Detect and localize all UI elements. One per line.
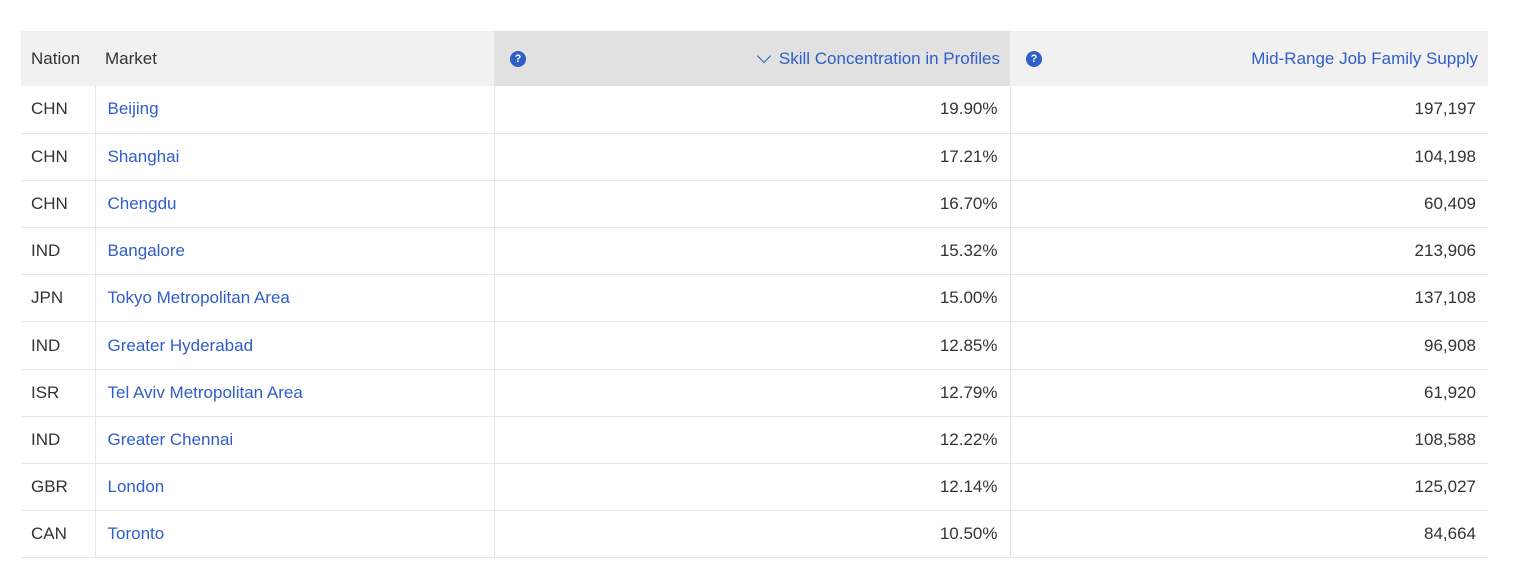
table-row: IND Bangalore 15.32% 213,906 <box>21 227 1488 276</box>
header-nation[interactable]: Nation <box>21 31 95 86</box>
job-family-supply-cell: 96,908 <box>1009 321 1488 370</box>
market-link[interactable]: Bangalore <box>107 241 186 261</box>
market-link[interactable]: Tokyo Metropolitan Area <box>107 288 290 308</box>
table-row: GBR London 12.14% 125,027 <box>21 463 1488 512</box>
header-nation-label: Nation <box>31 48 81 68</box>
sort-skill-concentration-button[interactable]: Skill Concentration in Profiles <box>756 48 1000 69</box>
market-cell: Greater Hyderabad <box>94 321 494 370</box>
job-family-supply-cell: 197,197 <box>1009 86 1488 134</box>
market-cell: Bangalore <box>94 227 494 276</box>
market-table-container: Nation Market ? Skill Concentration in P… <box>21 31 1488 559</box>
market-link[interactable]: Chengdu <box>107 193 177 213</box>
table-body: CHN Beijing 19.90% 197,197 CHN Shanghai 17.21%… <box>21 86 1488 559</box>
market-link[interactable]: Greater Hyderabad <box>107 335 254 355</box>
header-market[interactable]: Market <box>95 31 494 86</box>
job-family-supply-cell: 125,027 <box>1009 463 1488 512</box>
header-skill-concentration: ? Skill Concentration in Profiles <box>494 31 1010 86</box>
skill-concentration-cell: 15.32% <box>493 227 1010 276</box>
help-icon[interactable]: ? <box>510 50 526 67</box>
table-row: CHN Chengdu 16.70% 60,409 <box>21 180 1488 229</box>
skill-concentration-cell: 19.90% <box>493 86 1010 134</box>
job-family-supply-cell: 137,108 <box>1009 274 1488 323</box>
chevron-down-icon <box>756 48 771 64</box>
market-cell: Tokyo Metropolitan Area <box>94 274 494 323</box>
nation-cell: IND <box>21 227 95 276</box>
nation-cell: CAN <box>21 510 95 559</box>
skill-concentration-cell: 15.00% <box>493 274 1010 323</box>
job-family-supply-cell: 60,409 <box>1009 180 1488 229</box>
skill-concentration-cell: 12.85% <box>493 321 1010 370</box>
job-family-supply-cell: 104,198 <box>1009 133 1488 181</box>
table-row: IND Greater Hyderabad 12.85% 96,908 <box>21 321 1488 370</box>
header-job-family-supply: ? Mid-Range Job Family Supply <box>1010 31 1488 86</box>
job-family-supply-cell: 213,906 <box>1009 227 1488 276</box>
nation-cell: CHN <box>21 180 95 229</box>
job-family-supply-cell: 108,588 <box>1009 416 1488 465</box>
market-cell: Greater Chennai <box>94 416 494 465</box>
market-link[interactable]: Shanghai <box>107 146 180 166</box>
skill-concentration-cell: 12.22% <box>493 416 1010 465</box>
table-row: CHN Beijing 19.90% 197,197 <box>21 86 1488 134</box>
nation-cell: IND <box>21 321 95 370</box>
market-cell: Chengdu <box>94 180 494 229</box>
table-header-row: Nation Market ? Skill Concentration in P… <box>21 31 1488 86</box>
table-row: IND Greater Chennai 12.22% 108,588 <box>21 416 1488 465</box>
skill-concentration-cell: 12.79% <box>493 369 1010 417</box>
help-icon[interactable]: ? <box>1026 50 1042 67</box>
market-cell: Shanghai <box>94 133 494 181</box>
table-row: JPN Tokyo Metropolitan Area 15.00% 137,108 <box>21 274 1488 323</box>
nation-cell: IND <box>21 416 95 465</box>
table-row: CAN Toronto 10.50% 84,664 <box>21 510 1488 559</box>
nation-cell: CHN <box>21 86 95 134</box>
skill-concentration-cell: 17.21% <box>493 133 1010 181</box>
table-row: ISR Tel Aviv Metropolitan Area 12.79% 61,92… <box>21 369 1488 417</box>
header-market-label: Market <box>105 48 157 68</box>
nation-cell: CHN <box>21 133 95 181</box>
nation-cell: ISR <box>21 369 95 417</box>
table-row: CHN Shanghai 17.21% 104,198 <box>21 133 1488 181</box>
market-cell: Tel Aviv Metropolitan Area <box>94 369 494 417</box>
job-family-supply-cell: 61,920 <box>1009 369 1488 417</box>
market-link[interactable]: Greater Chennai <box>107 429 234 449</box>
market-table: Nation Market ? Skill Concentration in P… <box>21 31 1488 559</box>
market-cell: London <box>94 463 494 512</box>
job-family-supply-cell: 84,664 <box>1009 510 1488 559</box>
skill-concentration-cell: 10.50% <box>493 510 1010 559</box>
skill-concentration-cell: 16.70% <box>493 180 1010 229</box>
sort-job-family-supply-button[interactable]: Mid-Range Job Family Supply <box>1251 49 1478 69</box>
market-link[interactable]: Tel Aviv Metropolitan Area <box>107 382 303 402</box>
header-skill-label: Skill Concentration in Profiles <box>778 48 1000 68</box>
nation-cell: JPN <box>21 274 95 323</box>
market-link[interactable]: Toronto <box>107 524 165 544</box>
market-link[interactable]: Beijing <box>107 99 159 119</box>
market-cell: Beijing <box>94 86 494 134</box>
skill-concentration-cell: 12.14% <box>493 463 1010 512</box>
market-cell: Toronto <box>94 510 494 559</box>
nation-cell: GBR <box>21 463 95 512</box>
market-link[interactable]: London <box>107 477 165 497</box>
header-supply-label: Mid-Range Job Family Supply <box>1251 48 1478 68</box>
